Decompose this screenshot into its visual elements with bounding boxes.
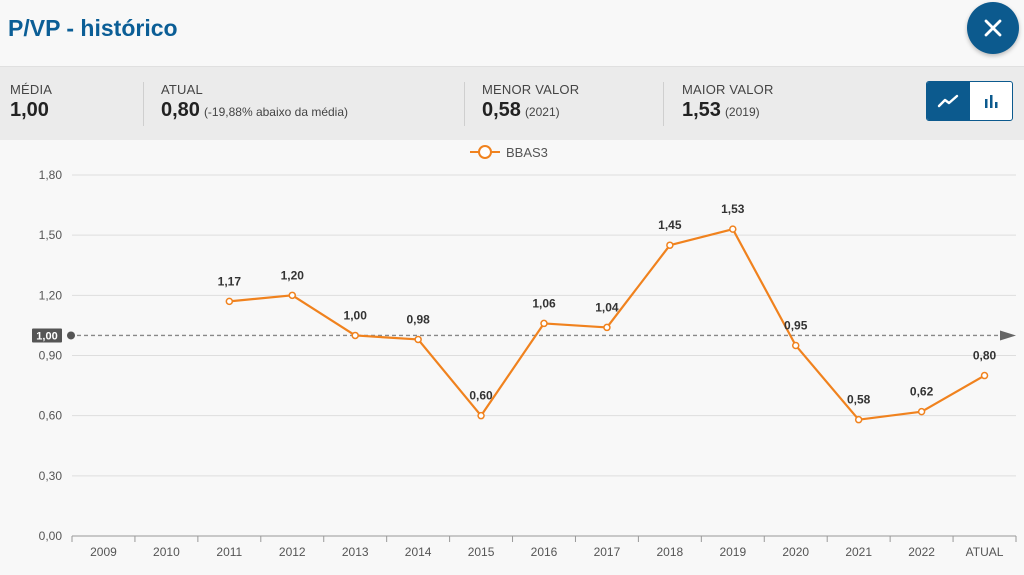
x-tick-label: 2018 <box>657 545 684 559</box>
divider <box>663 82 664 126</box>
chart-area: BBAS3 0,00 0,30 0,60 0,90 1,20 1,50 1,80 2009 201… <box>0 140 1024 575</box>
x-tick-label: 2010 <box>153 545 180 559</box>
stat-menor-note: (2021) <box>524 105 560 119</box>
data-point <box>980 371 989 380</box>
data-point <box>854 415 863 424</box>
legend-label: BBAS3 <box>506 145 548 160</box>
stat-maior-value: 1,53 <box>682 99 721 121</box>
data-point <box>414 335 422 344</box>
x-tick-label: 2017 <box>594 545 621 559</box>
stat-media-value: 1,00 <box>10 99 49 121</box>
x-tick-label: 2011 <box>216 545 242 559</box>
stat-atual-label: ATUAL <box>161 82 203 97</box>
data-label: 0,58 <box>847 393 871 407</box>
x-tick-label: 2016 <box>531 545 558 559</box>
y-tick-label: 1,80 <box>39 168 63 182</box>
x-tick-label: ATUAL <box>966 545 1004 559</box>
stat-maior-note: (2019) <box>724 105 760 119</box>
data-point <box>791 341 800 350</box>
y-tick-label: 0,30 <box>39 469 63 483</box>
data-label: 0,62 <box>910 385 934 399</box>
stat-menor: MENOR VALOR 0,58 (2021) <box>482 82 579 122</box>
stats-bar: MÉDIA 1,00 ATUAL 0,80 (-19,88% abaixo da … <box>0 66 1024 140</box>
data-label: 1,06 <box>532 296 556 310</box>
x-tick-label: 2012 <box>279 545 306 559</box>
y-tick-label: 0,90 <box>39 349 63 363</box>
stat-media: MÉDIA 1,00 <box>10 82 52 122</box>
stat-atual: ATUAL 0,80 (-19,88% abaixo da média) <box>161 82 348 122</box>
legend-marker <box>478 145 492 159</box>
close-button[interactable] <box>967 2 1019 54</box>
x-tick-label: 2021 <box>845 545 872 559</box>
x-tick-label: 2009 <box>90 545 117 559</box>
line-chart-button[interactable] <box>927 82 970 120</box>
stat-media-label: MÉDIA <box>10 82 53 97</box>
bar-chart-button[interactable] <box>970 82 1013 120</box>
data-point <box>225 297 234 306</box>
data-point <box>351 331 359 340</box>
x-tick-label: 2020 <box>782 545 809 559</box>
y-tick-label: 0,60 <box>39 409 63 423</box>
average-badge <box>32 328 62 343</box>
modal-header: P/VP - histórico <box>0 0 1024 66</box>
y-tick-label: 0,00 <box>39 529 63 543</box>
stat-menor-label: MENOR VALOR <box>482 82 580 97</box>
stat-maior: MAIOR VALOR 1,53 (2019) <box>682 82 774 122</box>
data-label: 1,45 <box>658 218 682 232</box>
stat-atual-note: (-19,88% abaixo da média) <box>203 105 349 119</box>
data-label: 1,17 <box>218 274 242 288</box>
data-label: 1,04 <box>595 300 619 314</box>
data-point <box>603 323 611 332</box>
x-tick-label: 2019 <box>719 545 746 559</box>
y-tick-label: 1,20 <box>39 288 63 302</box>
x-tick-label: 2014 <box>405 545 432 559</box>
average-label: 1,00 <box>36 330 57 342</box>
data-label: 0,98 <box>406 312 430 326</box>
data-label: 0,95 <box>784 318 808 332</box>
average-arrow <box>1000 330 1016 341</box>
y-tick-label: 1,50 <box>39 228 63 242</box>
divider <box>143 82 144 126</box>
data-label: 0,80 <box>973 349 997 363</box>
data-point <box>729 225 737 233</box>
stat-atual-value: 0,80 <box>161 99 200 121</box>
data-point <box>477 411 485 420</box>
divider <box>464 82 465 126</box>
stat-maior-label: MAIOR VALOR <box>682 82 774 97</box>
page-title: P/VP - histórico <box>8 15 178 41</box>
average-dot <box>67 331 75 340</box>
data-label: 0,60 <box>469 389 493 403</box>
bar-chart-icon <box>984 95 998 108</box>
x-tick-label: 2013 <box>342 545 369 559</box>
x-tick-label: 2015 <box>468 545 495 559</box>
line-chart-icon <box>938 94 959 108</box>
pvp-line-chart: BBAS3 0,00 0,30 0,60 0,90 1,20 1,50 1,80 2009 201… <box>32 145 1017 559</box>
data-label: 1,53 <box>721 202 745 216</box>
x-tick-label: 2022 <box>908 545 935 559</box>
data-label: 1,20 <box>281 268 305 282</box>
data-point <box>917 407 926 416</box>
data-point <box>288 291 297 300</box>
data-point <box>540 319 548 328</box>
close-icon <box>984 19 1002 37</box>
data-point <box>666 241 674 249</box>
stat-menor-value: 0,58 <box>482 99 521 121</box>
chart-type-toggle <box>926 81 1013 121</box>
data-label: 1,00 <box>344 308 368 322</box>
